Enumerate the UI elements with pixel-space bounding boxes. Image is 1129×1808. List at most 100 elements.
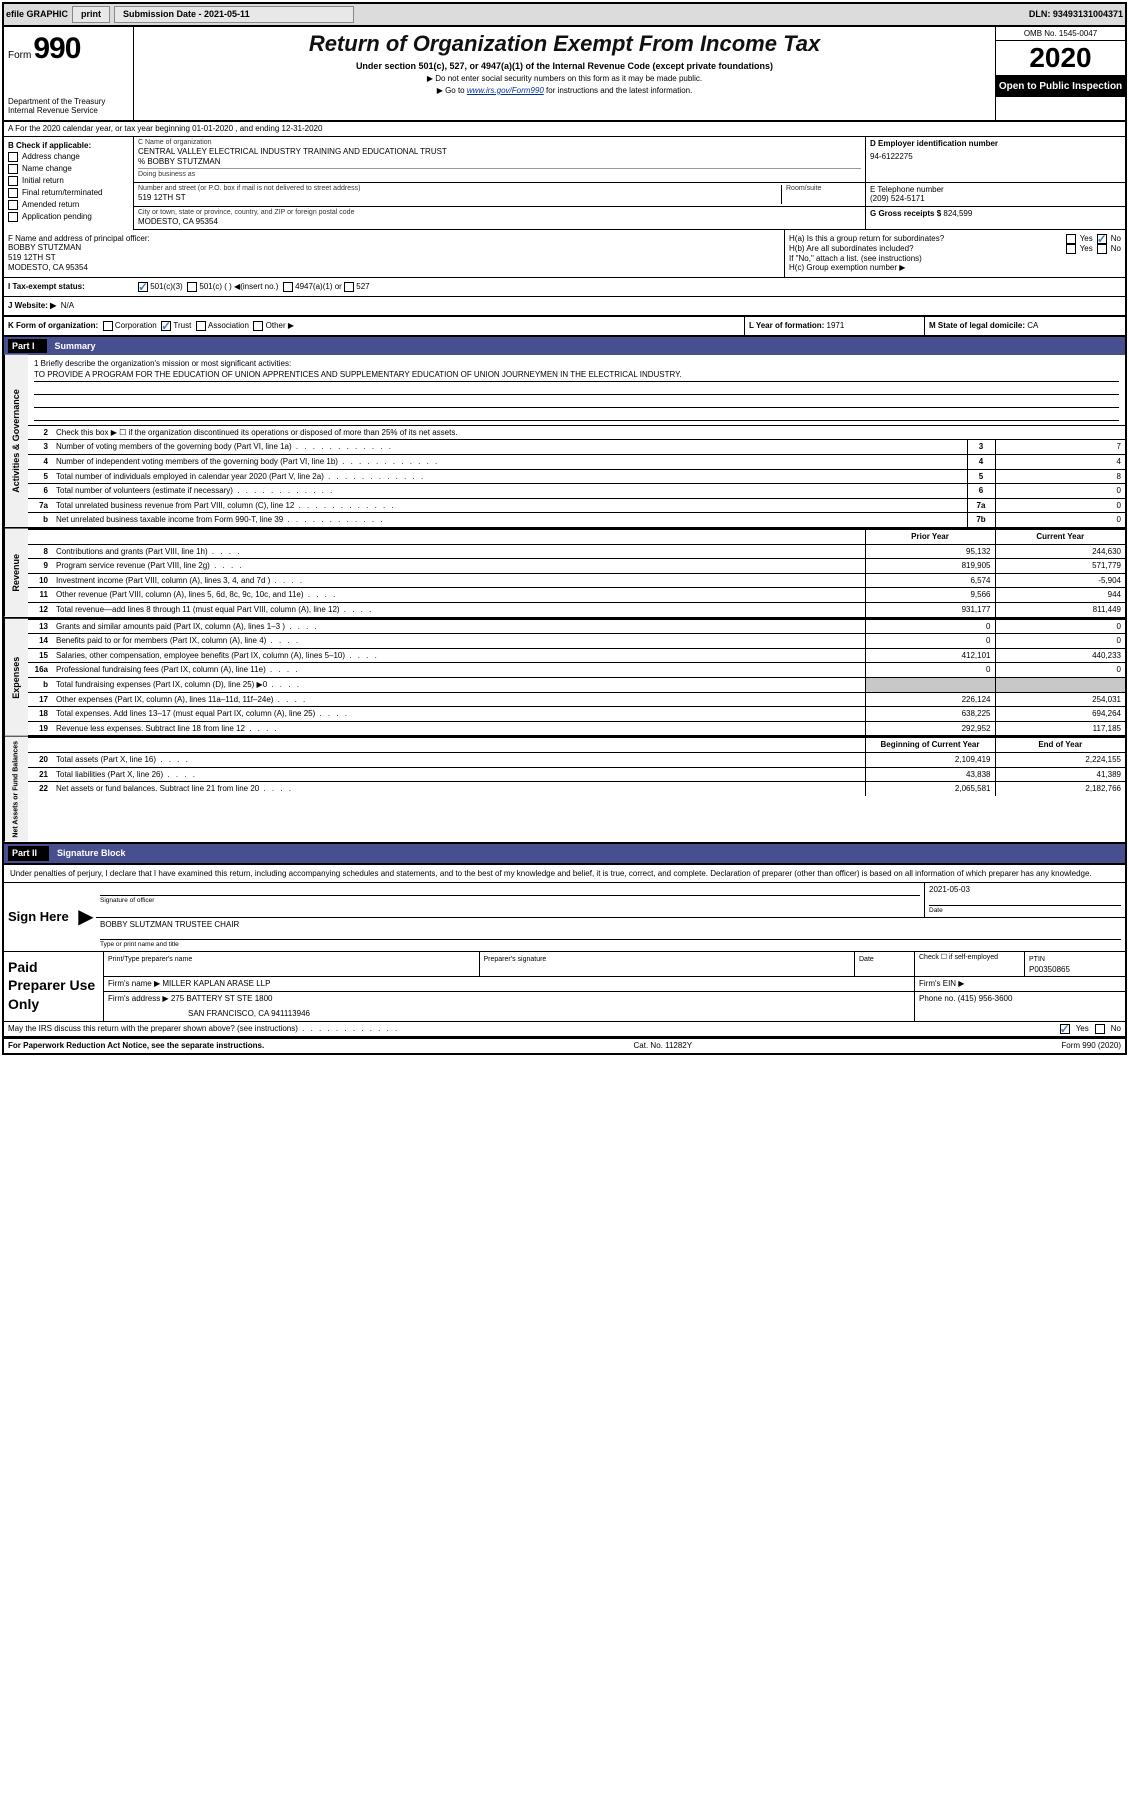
ein-value: 94-6122275 — [870, 152, 1121, 162]
box-c-addr: Number and street (or P.O. box if mail i… — [134, 183, 865, 206]
form-word: Form — [8, 50, 31, 62]
dln-label: DLN: 93493131004371 — [1029, 9, 1123, 20]
print-button[interactable]: print — [72, 6, 110, 23]
chk-trust[interactable] — [161, 321, 171, 331]
box-cd: C Name of organization CENTRAL VALLEY EL… — [134, 137, 1125, 230]
rev-body: Revenue Prior Year Current Year 8Contrib… — [4, 529, 1125, 619]
omb-number: OMB No. 1545-0047 — [996, 27, 1125, 42]
cat-no: Cat. No. 11282Y — [634, 1041, 693, 1051]
form-title: Return of Organization Exempt From Incom… — [140, 31, 989, 57]
table-row: 14Benefits paid to or for members (Part … — [28, 634, 1125, 649]
table-row: 3Number of voting members of the governi… — [28, 440, 1125, 455]
box-klm: K Form of organization: Corporation Trus… — [4, 317, 1125, 337]
chk-app[interactable] — [8, 212, 18, 222]
net-body: Net Assets or Fund Balances Beginning of… — [4, 737, 1125, 844]
chk-final[interactable] — [8, 188, 18, 198]
dept-treasury: Department of the Treasury Internal Reve… — [8, 97, 129, 116]
box-e: E Telephone number (209) 524-5171 — [865, 183, 1125, 206]
paid-label: Paid Preparer Use Only — [4, 952, 104, 1021]
form-version: Form 990 (2020) — [1061, 1041, 1121, 1051]
part2-bar: Part II Signature Block — [4, 844, 1125, 863]
box-k: K Form of organization: Corporation Trus… — [4, 317, 745, 335]
table-row: 20Total assets (Part X, line 16)2,109,41… — [28, 752, 1125, 767]
form-number: Form 990 — [8, 31, 129, 67]
gross-receipts: 824,599 — [943, 209, 972, 218]
header-center: Return of Organization Exempt From Incom… — [134, 27, 995, 120]
table-row: 15Salaries, other compensation, employee… — [28, 648, 1125, 663]
box-i: I Tax-exempt status: 501(c)(3) 501(c) ( … — [4, 278, 1125, 297]
box-g: G Gross receipts $ 824,599 — [865, 207, 1125, 229]
header-left: Form 990 Department of the Treasury Inte… — [4, 27, 134, 120]
paid-preparer: Paid Preparer Use Only Print/Type prepar… — [4, 952, 1125, 1022]
table-row: 17Other expenses (Part IX, column (A), l… — [28, 692, 1125, 707]
header-right: OMB No. 1545-0047 2020 Open to Public In… — [995, 27, 1125, 120]
side-net: Net Assets or Fund Balances — [4, 737, 28, 842]
table-row: 5Total number of individuals employed in… — [28, 469, 1125, 484]
part2-hdr: Part II — [8, 846, 49, 861]
form-990-document: efile GRAPHIC print Submission Date - 20… — [2, 2, 1127, 1055]
paperwork-notice: For Paperwork Reduction Act Notice, see … — [8, 1041, 264, 1051]
chk-501c3[interactable] — [138, 282, 148, 292]
box-h: H(a) Is this a group return for subordin… — [785, 230, 1125, 277]
chk-501c[interactable] — [187, 282, 197, 292]
chk-ha-yes[interactable] — [1066, 234, 1076, 244]
tax-year: 2020 — [996, 41, 1125, 76]
box-c-name: C Name of organization CENTRAL VALLEY EL… — [134, 137, 865, 182]
table-row: 7aTotal unrelated business revenue from … — [28, 498, 1125, 513]
sig-declaration: Under penalties of perjury, I declare th… — [4, 865, 1125, 883]
header-grid: B Check if applicable: Address change Na… — [4, 137, 1125, 230]
part1-body: Activities & Governance 1 Briefly descri… — [4, 355, 1125, 529]
side-rev: Revenue — [4, 529, 28, 617]
box-m: M State of legal domicile: CA — [925, 317, 1125, 335]
form-header: Form 990 Department of the Treasury Inte… — [4, 27, 1125, 122]
table-row: 6Total number of volunteers (estimate if… — [28, 484, 1125, 499]
side-ag: Activities & Governance — [4, 355, 28, 527]
mission-text: TO PROVIDE A PROGRAM FOR THE EDUCATION O… — [34, 369, 1119, 382]
chk-4947[interactable] — [283, 282, 293, 292]
part1-hdr: Part I — [8, 339, 47, 354]
chk-other[interactable] — [253, 321, 263, 331]
table-row: 9Program service revenue (Part VIII, lin… — [28, 559, 1125, 574]
rev-hdr: Prior Year Current Year — [28, 529, 1125, 544]
line-a: A For the 2020 calendar year, or tax yea… — [4, 122, 1125, 137]
box-f: F Name and address of principal officer:… — [4, 230, 785, 277]
part1-bar: Part I Summary — [4, 337, 1125, 356]
chk-addr[interactable] — [8, 152, 18, 162]
chk-assoc[interactable] — [196, 321, 206, 331]
form-subtitle3: ▶ Go to www.irs.gov/Form990 for instruct… — [140, 86, 989, 96]
box-d: D Employer identification number 94-6122… — [865, 137, 1125, 182]
ag-rows: 3Number of voting members of the governi… — [28, 439, 1125, 527]
ag-table: 2Check this box ▶ ☐ if the organization … — [28, 425, 1125, 440]
table-row: 13Grants and similar amounts paid (Part … — [28, 619, 1125, 634]
irs-link[interactable]: www.irs.gov/Form990 — [467, 86, 544, 95]
table-row: 16aProfessional fundraising fees (Part I… — [28, 663, 1125, 678]
top-bar: efile GRAPHIC print Submission Date - 20… — [4, 4, 1125, 27]
net-rows: 20Total assets (Part X, line 16)2,109,41… — [28, 752, 1125, 796]
chk-hb-yes[interactable] — [1066, 244, 1076, 254]
discuss-row: May the IRS discuss this return with the… — [4, 1022, 1125, 1038]
table-row: 19Revenue less expenses. Subtract line 1… — [28, 721, 1125, 735]
chk-corp[interactable] — [103, 321, 113, 331]
table-row: bTotal fundraising expenses (Part IX, co… — [28, 677, 1125, 692]
chk-init[interactable] — [8, 176, 18, 186]
form-subtitle2: ▶ Do not enter social security numbers o… — [140, 74, 989, 84]
chk-ha-no[interactable] — [1097, 234, 1107, 244]
chk-hb-no[interactable] — [1097, 244, 1107, 254]
mission-block: 1 Briefly describe the organization's mi… — [28, 355, 1125, 425]
exp-body: Expenses 13Grants and similar amounts pa… — [4, 619, 1125, 738]
chk-discuss-no[interactable] — [1095, 1024, 1105, 1034]
chk-amended[interactable] — [8, 200, 18, 210]
box-j: J Website: ▶ N/A — [4, 297, 1125, 317]
chk-527[interactable] — [344, 282, 354, 292]
chk-name[interactable] — [8, 164, 18, 174]
net-hdr: Beginning of Current Year End of Year — [28, 737, 1125, 752]
chk-discuss-yes[interactable] — [1060, 1024, 1070, 1034]
sign-arrow-icon: ▶ — [76, 883, 96, 951]
part1-title: Summary — [47, 339, 104, 354]
box-l: L Year of formation: 1971 — [745, 317, 925, 335]
box-c-city: City or town, state or province, country… — [134, 207, 865, 229]
table-row: 11Other revenue (Part VIII, column (A), … — [28, 588, 1125, 603]
part2-title: Signature Block — [49, 846, 134, 861]
sign-here-label: Sign Here — [4, 883, 76, 951]
table-row: 8Contributions and grants (Part VIII, li… — [28, 544, 1125, 559]
